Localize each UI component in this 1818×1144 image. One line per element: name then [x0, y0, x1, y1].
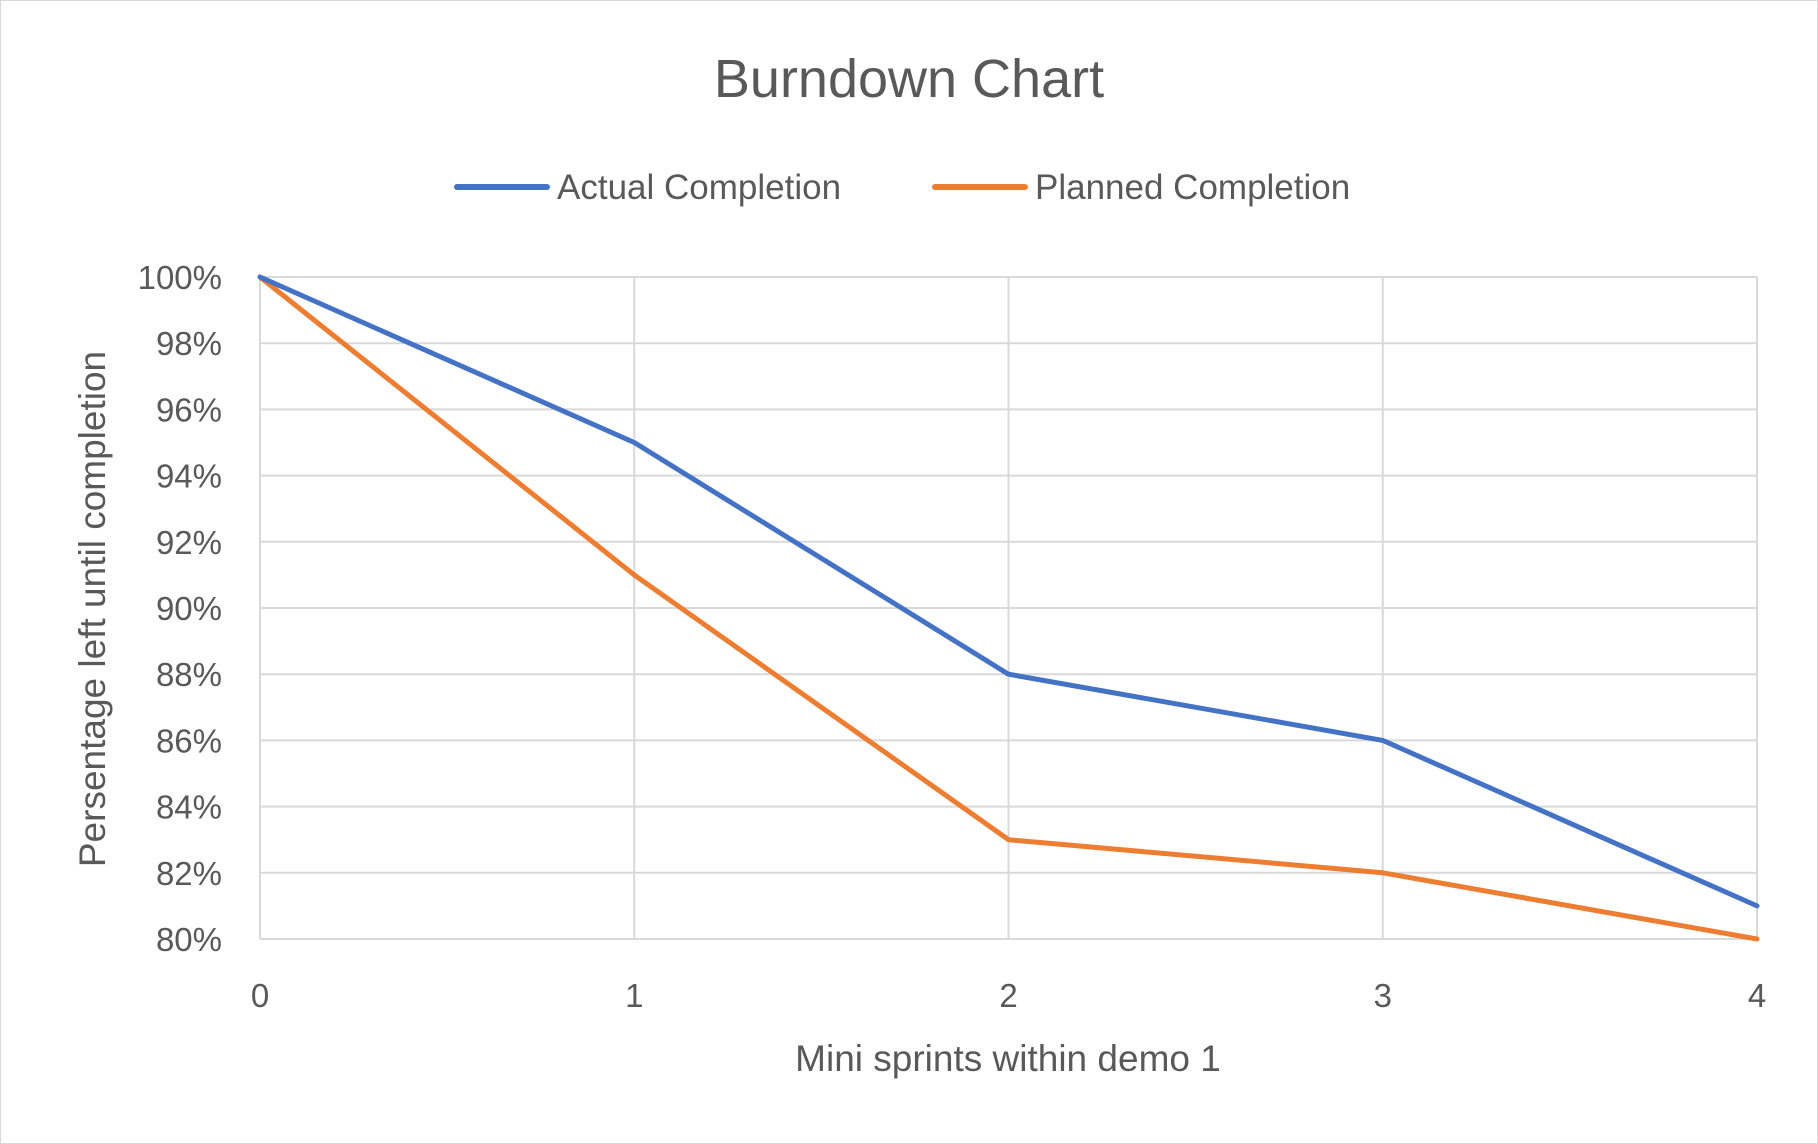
y-tick-label: 94%: [156, 458, 222, 495]
y-tick-label: 90%: [156, 590, 222, 627]
y-tick-label: 98%: [156, 325, 222, 362]
legend-label-planned-completion: Planned Completion: [1035, 168, 1350, 207]
y-tick-label: 82%: [156, 855, 222, 892]
y-tick-label: 86%: [156, 722, 222, 759]
y-tick-label: 100%: [138, 259, 222, 296]
y-tick-label: 96%: [156, 391, 222, 428]
x-tick-label: 0: [251, 977, 269, 1014]
series-line-actual-completion: [257, 274, 1760, 909]
x-tick-label: 2: [999, 977, 1017, 1014]
y-tick-label: 80%: [156, 921, 222, 958]
x-tick-label: 1: [625, 977, 643, 1014]
legend-label-actual-completion: Actual Completion: [557, 168, 841, 207]
x-tick-label: 4: [1748, 977, 1766, 1014]
x-axis-title: Mini sprints within demo 1: [795, 1038, 1221, 1079]
y-tick-label: 84%: [156, 789, 222, 826]
chart-title: Burndown Chart: [714, 49, 1104, 109]
tick-labels: 80% 82% 84% 86% 88% 90% 92% 94% 96% 98% 100% 0 1 2 3 4: [138, 259, 1767, 1014]
series-lines: [257, 274, 1760, 942]
x-tick-label: 3: [1374, 977, 1392, 1014]
legend: Actual Completion Planned Completion: [454, 168, 1350, 207]
y-tick-label: 88%: [156, 656, 222, 693]
gridlines: [259, 276, 1758, 940]
y-tick-label: 92%: [156, 524, 222, 561]
series-line-planned-completion: [257, 274, 1760, 942]
y-axis-title: Persentage left until completion: [72, 351, 113, 867]
